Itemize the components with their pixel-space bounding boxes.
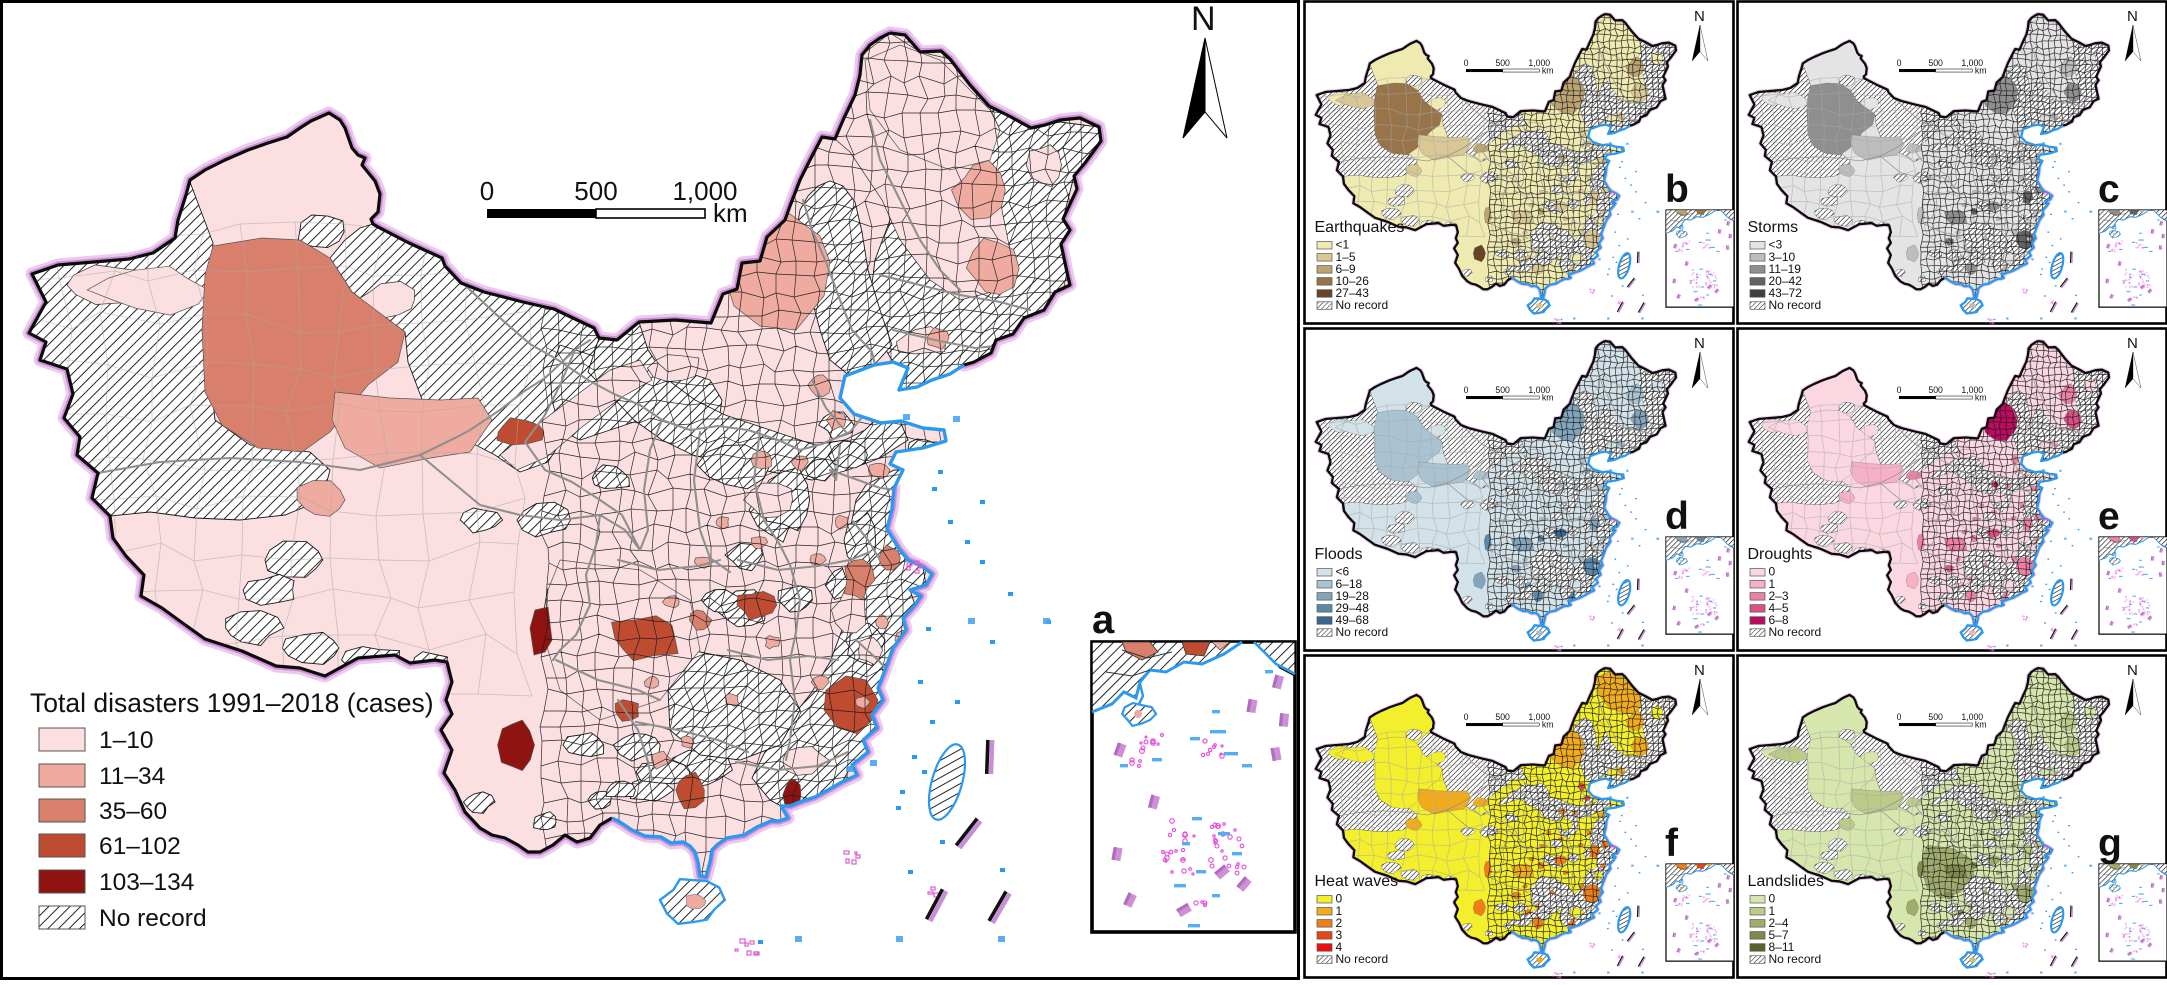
svg-text:Total disasters 1991–2018 (cas: Total disasters 1991–2018 (cases) [30, 688, 434, 718]
svg-text:N: N [2127, 335, 2138, 352]
svg-text:Droughts: Droughts [1748, 546, 1813, 563]
svg-text:b: b [1665, 168, 1689, 211]
svg-text:<6: <6 [1336, 565, 1350, 579]
svg-text:0: 0 [1336, 892, 1343, 906]
svg-text:6–8: 6–8 [1769, 613, 1789, 627]
svg-text:No record: No record [1336, 952, 1389, 966]
svg-text:3: 3 [1336, 928, 1343, 942]
svg-text:61–102: 61–102 [99, 833, 181, 860]
svg-text:103–134: 103–134 [99, 869, 194, 896]
svg-text:0: 0 [1769, 565, 1776, 579]
svg-text:N: N [1694, 335, 1705, 352]
svg-text:1: 1 [1769, 577, 1776, 591]
svg-text:e: e [2098, 495, 2120, 538]
svg-text:43–72: 43–72 [1769, 286, 1803, 300]
svg-text:g: g [2098, 822, 2122, 865]
svg-text:6–18: 6–18 [1336, 577, 1363, 591]
svg-text:5–7: 5–7 [1769, 928, 1789, 942]
svg-text:Storms: Storms [1748, 219, 1799, 236]
svg-text:11–19: 11–19 [1769, 262, 1802, 276]
svg-text:No record: No record [1336, 298, 1389, 312]
svg-text:4: 4 [1336, 940, 1343, 954]
svg-text:Floods: Floods [1315, 546, 1363, 563]
svg-text:3–10: 3–10 [1769, 250, 1796, 264]
svg-text:29–48: 29–48 [1336, 601, 1370, 615]
svg-text:No record: No record [1769, 625, 1822, 639]
svg-text:11–34: 11–34 [99, 763, 165, 790]
svg-text:No record: No record [1769, 298, 1822, 312]
svg-text:c: c [2098, 168, 2120, 211]
svg-text:<3: <3 [1769, 238, 1783, 252]
svg-text:0: 0 [1769, 892, 1776, 906]
svg-text:Landslides: Landslides [1748, 873, 1825, 890]
svg-text:1–5: 1–5 [1336, 250, 1356, 264]
svg-text:No record: No record [1336, 625, 1389, 639]
svg-text:2–4: 2–4 [1769, 916, 1789, 930]
svg-text:4–5: 4–5 [1769, 601, 1789, 615]
svg-text:N: N [2127, 8, 2138, 25]
svg-text:N: N [2127, 662, 2138, 679]
svg-text:a: a [1092, 598, 1115, 642]
svg-text:No record: No record [1769, 952, 1822, 966]
svg-text:Earthquakes: Earthquakes [1315, 219, 1405, 236]
svg-text:No record: No record [99, 905, 207, 932]
svg-text:27–43: 27–43 [1336, 286, 1370, 300]
svg-text:35–60: 35–60 [99, 798, 167, 825]
svg-text:N: N [1191, 0, 1216, 38]
svg-text:19–28: 19–28 [1336, 589, 1370, 603]
svg-text:2: 2 [1336, 916, 1343, 930]
svg-text:6–9: 6–9 [1336, 262, 1356, 276]
svg-text:d: d [1665, 495, 1689, 538]
svg-text:N: N [1694, 662, 1705, 679]
svg-text:N: N [1694, 8, 1705, 25]
svg-text:1: 1 [1769, 904, 1776, 918]
svg-text:f: f [1665, 822, 1679, 865]
svg-text:2–3: 2–3 [1769, 589, 1789, 603]
svg-text:1: 1 [1336, 904, 1343, 918]
svg-text:1–10: 1–10 [99, 727, 154, 754]
svg-text:49–68: 49–68 [1336, 613, 1370, 627]
svg-text:8–11: 8–11 [1769, 940, 1795, 954]
svg-text:20–42: 20–42 [1769, 274, 1803, 288]
svg-text:10–26: 10–26 [1336, 274, 1370, 288]
svg-text:Heat waves: Heat waves [1315, 873, 1399, 890]
svg-text:<1: <1 [1336, 238, 1350, 252]
